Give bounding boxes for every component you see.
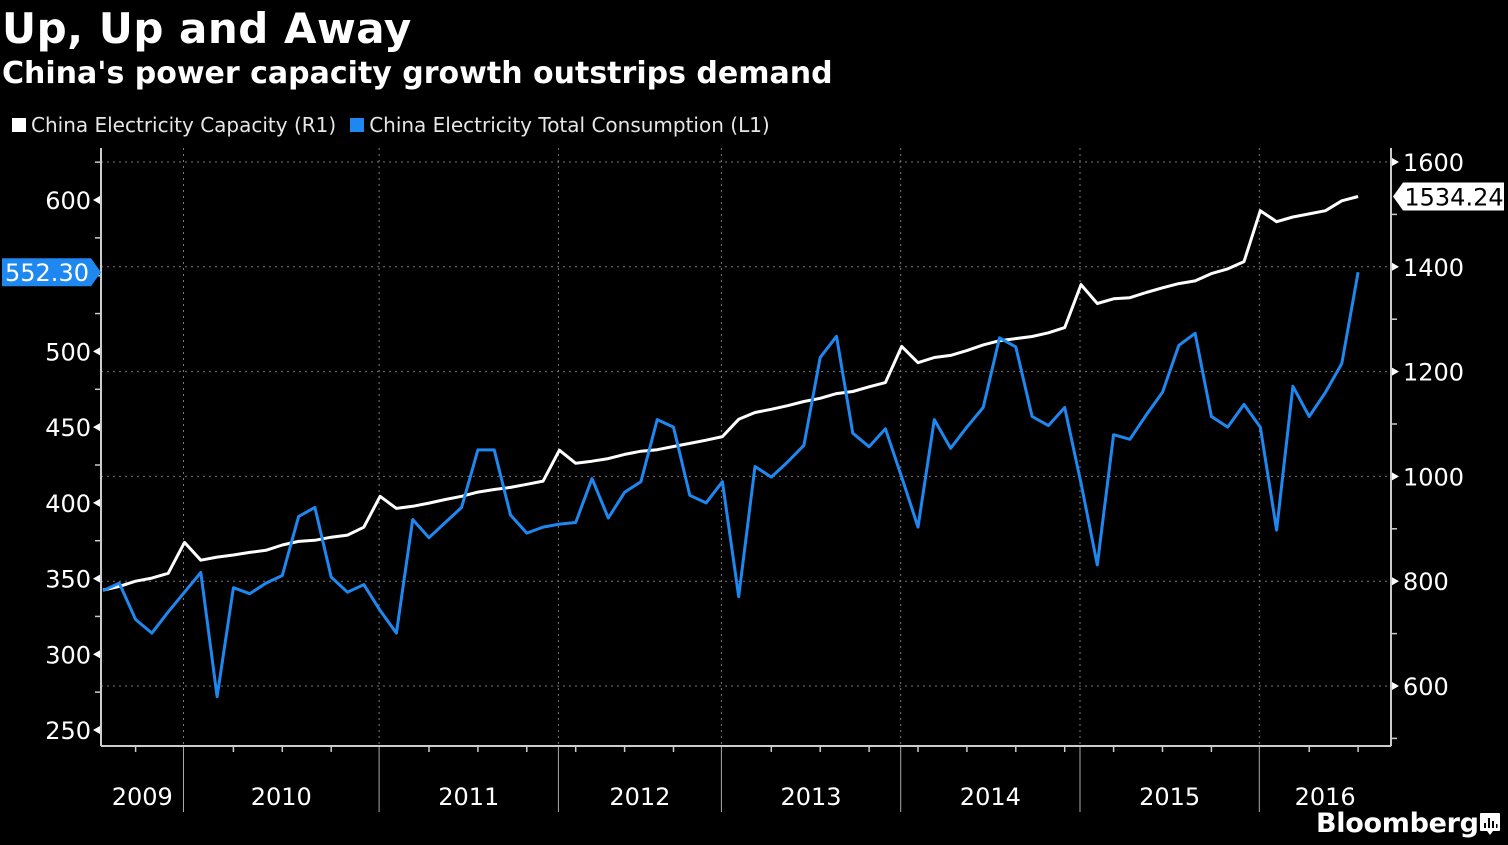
right-axis-pointer [1392,472,1399,481]
left-axis-label: 600 [45,187,91,215]
right-axis-label: 1400 [1403,254,1464,282]
right-axis-label: 1000 [1403,463,1464,491]
right-axis-pointer [1392,367,1399,376]
chart-title: Up, Up and Away [2,4,412,53]
legend-label-consumption: China Electricity Total Consumption (L1) [369,113,770,137]
consumption-line [102,271,1360,699]
left-axis-label: 350 [45,566,91,594]
left-axis-pointer [93,650,100,659]
right-axis-label: 1600 [1403,149,1464,177]
axis-labels: 250 300 350 400 450 500 600 600 800 1000 1200 1400 1… [2,149,1504,811]
left-axis-label: 400 [45,490,91,518]
capacity-last-value-label: 1534.24 [1404,183,1503,211]
left-axis-label: 300 [45,641,91,669]
x-axis-year-label: 2015 [1139,783,1200,811]
left-axis-label: 250 [45,717,91,745]
right-axis-pointer [1392,682,1399,690]
legend-label-capacity: China Electricity Capacity (R1) [31,113,337,137]
consumption-last-value-badge [2,258,101,287]
left-axis-pointer [93,196,100,204]
consumption-last-value-label: 552.30 [5,259,89,287]
x-axis-year-label: 2012 [609,783,670,811]
x-axis-year-label: 2016 [1295,783,1356,811]
left-axis-pointer [93,423,100,432]
bloomberg-logo: Bloomberg [1316,808,1479,839]
x-axis-year-label: 2011 [438,783,499,811]
right-axis-pointer [1392,262,1399,271]
capacity-line [102,195,1359,592]
legend-item-consumption: China Electricity Total Consumption (L1) [350,113,770,137]
left-axis-label: 500 [45,338,91,366]
gridlines [101,148,1391,746]
capacity-last-value-badge [1393,182,1504,211]
left-axis-label: 450 [45,414,91,442]
right-axis-label: 600 [1403,673,1449,701]
axes [95,148,1397,812]
left-axis-pointer [93,574,100,583]
bloomberg-chart-icon [1480,813,1500,835]
chart-subtitle: China's power capacity growth outstrips … [2,56,833,91]
legend: China Electricity Capacity (R1) China El… [12,113,784,137]
legend-swatch-consumption [350,118,365,132]
legend-swatch-capacity [12,118,26,132]
x-axis-year-label: 2013 [781,783,842,811]
series-lines [102,195,1360,699]
right-axis-label: 800 [1403,568,1449,596]
right-axis-pointer [1392,158,1399,166]
x-axis-year-label: 2014 [960,783,1021,811]
left-axis-pointer [93,726,100,734]
right-axis-pointer [1392,577,1399,586]
left-axis-pointer [93,498,100,507]
legend-item-capacity: China Electricity Capacity (R1) [12,113,336,137]
left-axis-pointer [93,347,100,356]
x-axis-year-label: 2009 [112,783,173,811]
x-axis-year-label: 2010 [251,783,312,811]
right-axis-label: 1200 [1403,359,1464,387]
